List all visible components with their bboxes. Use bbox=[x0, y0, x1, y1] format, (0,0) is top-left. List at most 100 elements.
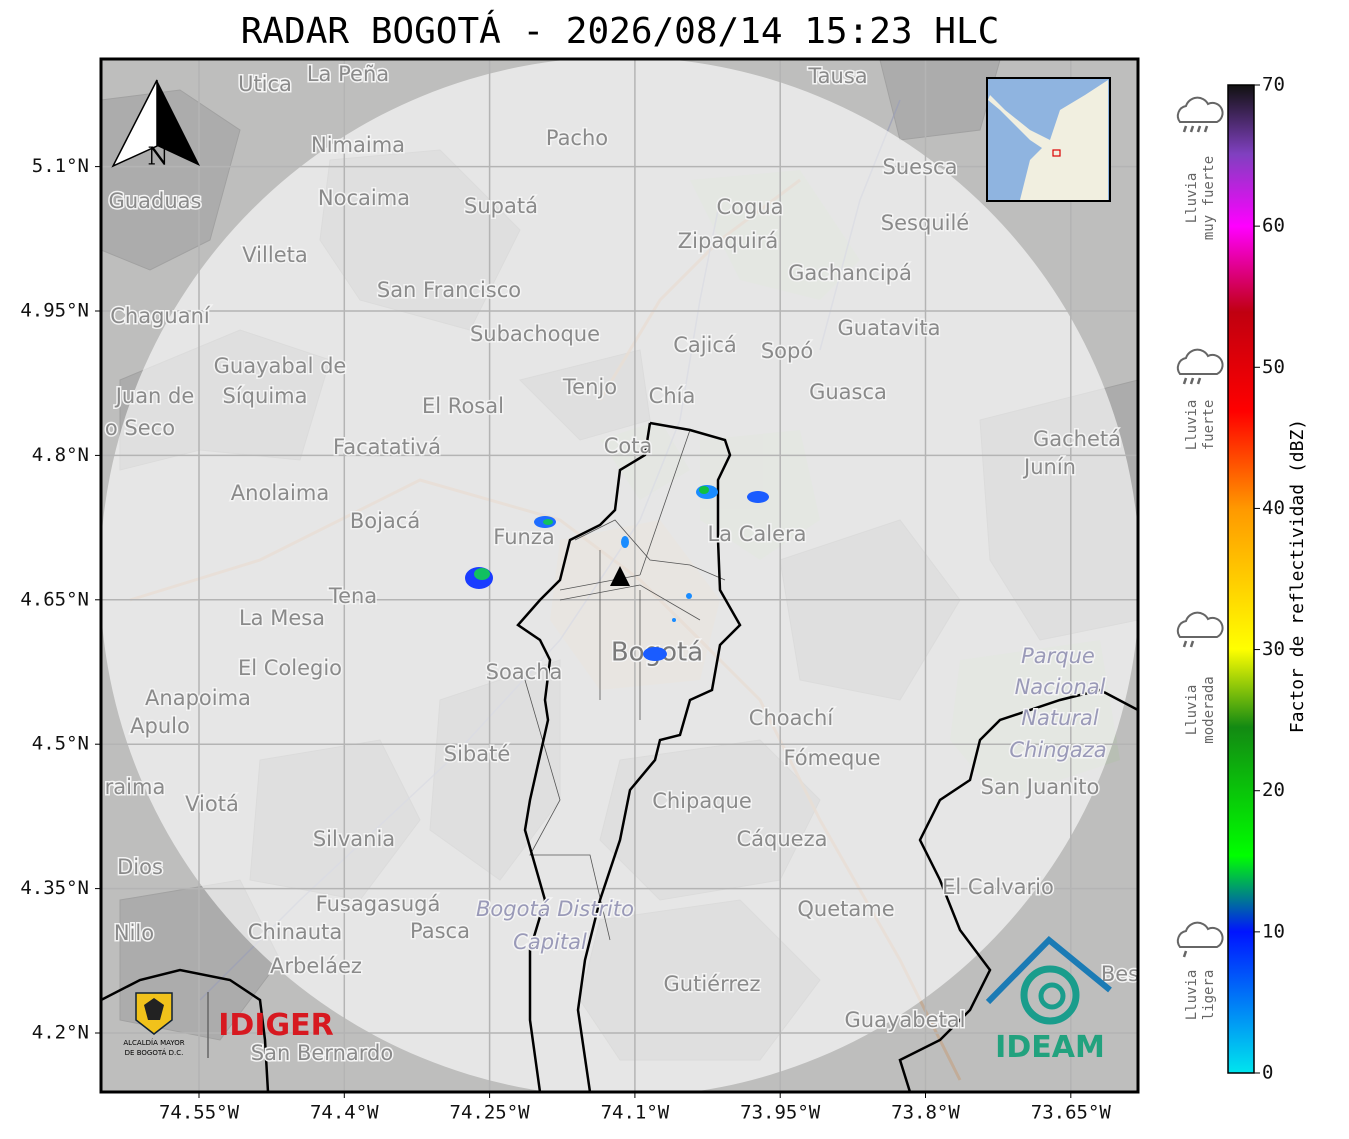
colorbar-label: Factor de reflectividad (dBZ) bbox=[1287, 419, 1308, 733]
rain-icon bbox=[1176, 348, 1224, 375]
colorbar-tick-label: 60 bbox=[1262, 215, 1285, 237]
rain-level-label: fuerte bbox=[1201, 400, 1217, 451]
place-label: Gutiérrez bbox=[664, 972, 761, 996]
rain-drop bbox=[1189, 640, 1195, 648]
place-label: Parque bbox=[1021, 644, 1095, 668]
place-label: Natural bbox=[1021, 706, 1099, 730]
colorbar bbox=[1227, 84, 1255, 1074]
place-label: Bojacá bbox=[350, 509, 420, 533]
title: RADAR BOGOTÁ - 2026/08/14 15:23 HLC bbox=[241, 10, 1000, 52]
place-label: Arbeláez bbox=[270, 954, 362, 978]
place-label: raima bbox=[105, 775, 166, 799]
map-frame bbox=[99, 57, 1140, 1094]
place-label: Zipaquirá bbox=[678, 229, 778, 253]
place-label: Sibaté bbox=[444, 742, 511, 766]
place-label: Capital bbox=[513, 930, 587, 954]
rain-drop bbox=[1203, 125, 1209, 133]
place-label: El Rosal bbox=[422, 394, 504, 418]
rain-level-label: ligera bbox=[1201, 970, 1217, 1021]
rain-drop bbox=[1189, 377, 1195, 385]
place-label: Chía bbox=[649, 384, 696, 408]
rain-level-label: Lluvia bbox=[1184, 970, 1200, 1021]
alcaldia-logo: ALCALDÍA MAYOR DE BOGOTÁ D.C. IDIGER bbox=[123, 992, 334, 1058]
colorbar-tick-label: 10 bbox=[1262, 920, 1285, 942]
place-label: Pasca bbox=[410, 919, 470, 943]
alcaldia-text: DE BOGOTÁ D.C. bbox=[125, 1048, 184, 1057]
place-label: El Calvario bbox=[942, 875, 1054, 899]
lon-tick-label: 73.65°W bbox=[1031, 1102, 1112, 1124]
rain-level-label: muy fuerte bbox=[1201, 156, 1217, 240]
lon-tick-label: 74.4°W bbox=[310, 1102, 379, 1124]
place-label: Guayabetal bbox=[845, 1008, 966, 1032]
place-label: Dios bbox=[117, 855, 163, 879]
place-label: Guayabal de bbox=[214, 354, 347, 378]
rain-drop bbox=[1182, 377, 1188, 385]
compass-label: N bbox=[148, 143, 169, 171]
place-label: Cajicá bbox=[673, 333, 737, 357]
place-label: Cogua bbox=[716, 195, 783, 219]
place-label: Soacha bbox=[486, 660, 563, 684]
place-label: Gachancipá bbox=[788, 261, 912, 285]
place-label: Suesca bbox=[883, 155, 958, 179]
place-label: Apulo bbox=[130, 714, 190, 738]
place-label: Subachoque bbox=[470, 322, 600, 346]
place-label: Síquima bbox=[223, 384, 308, 408]
place-label: San Juanito bbox=[981, 775, 1100, 799]
place-label: Chinauta bbox=[248, 920, 342, 944]
place-label: Nilo bbox=[114, 921, 154, 945]
ideam-logo: IDEAM bbox=[985, 935, 1112, 1065]
rain-drop bbox=[1182, 950, 1188, 958]
rain-level-label: Lluvia bbox=[1184, 685, 1200, 736]
lat-tick-label: 4.95°N bbox=[20, 300, 89, 322]
rain-drop bbox=[1196, 125, 1202, 133]
lon-tick-label: 73.8°W bbox=[891, 1102, 960, 1124]
place-label: Guatavita bbox=[838, 316, 941, 340]
place-label: San Bernardo bbox=[251, 1041, 393, 1065]
lon-tick-label: 73.95°W bbox=[740, 1102, 821, 1124]
place-label: La Calera bbox=[707, 522, 806, 546]
place-label: Fusagasugá bbox=[316, 892, 441, 916]
lat-tick-label: 4.2°N bbox=[32, 1022, 89, 1044]
north-arrow: N bbox=[111, 79, 200, 171]
lat-tick-label: 4.65°N bbox=[20, 588, 89, 610]
map: La Peña Utica Tausa Pacho Nimaima Suesca Guadu… bbox=[101, 59, 1138, 1092]
place-label: Nocaima bbox=[318, 186, 410, 210]
place-label: Pacho bbox=[546, 126, 608, 150]
place-label: Gachetá bbox=[1033, 427, 1121, 451]
idiger-logo: IDIGER bbox=[218, 1008, 333, 1043]
inset-map bbox=[986, 77, 1111, 202]
radar-site bbox=[610, 566, 630, 586]
colorbar-tick-label: 50 bbox=[1262, 356, 1285, 378]
lat-tick-label: 4.35°N bbox=[20, 877, 89, 899]
place-label: Silvania bbox=[313, 827, 395, 851]
place-label: Supatá bbox=[464, 194, 538, 218]
place-label: Villeta bbox=[242, 243, 307, 267]
rain-drop bbox=[1189, 125, 1195, 133]
colorbar-tick-label: 40 bbox=[1262, 497, 1285, 519]
rain-level-label: moderada bbox=[1201, 676, 1217, 743]
lat-tick-label: 5.1°N bbox=[32, 155, 89, 177]
place-label: Cáqueza bbox=[737, 827, 828, 851]
place-label: Tena bbox=[328, 584, 377, 608]
place-label: Guaduas bbox=[109, 189, 202, 213]
place-label: Sopó bbox=[761, 339, 813, 363]
place-label: La Peña bbox=[307, 62, 389, 86]
place-label: Chaguaní bbox=[110, 304, 211, 328]
rain-icon bbox=[1176, 921, 1224, 948]
colorbar-tick-label: 30 bbox=[1262, 638, 1285, 660]
place-label: Quetame bbox=[797, 897, 894, 921]
place-label: Bogotá Distrito bbox=[476, 897, 634, 921]
ideam-text: IDEAM bbox=[995, 1030, 1105, 1065]
place-label: Fómeque bbox=[783, 746, 880, 770]
grid bbox=[101, 59, 1138, 1092]
place-label: Nimaima bbox=[311, 133, 405, 157]
lat-tick-label: 4.8°N bbox=[32, 444, 89, 466]
place-label: Facatativá bbox=[333, 435, 441, 459]
place-label: Chingaza bbox=[1009, 738, 1106, 762]
place-label: Sesquilé bbox=[881, 211, 969, 235]
rain-drop bbox=[1182, 640, 1188, 648]
lon-tick-label: 74.25°W bbox=[450, 1102, 531, 1124]
place-label: Utica bbox=[238, 72, 292, 96]
